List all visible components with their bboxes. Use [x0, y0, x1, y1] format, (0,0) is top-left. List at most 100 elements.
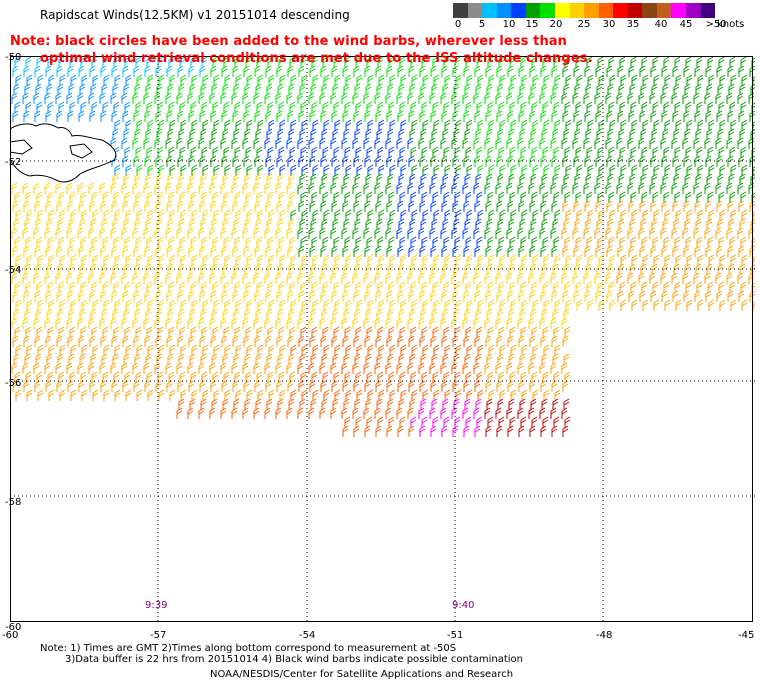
wind-barb [716, 155, 723, 167]
wind-barb [484, 92, 491, 104]
wind-barb [518, 200, 525, 212]
wind-barb [429, 407, 436, 419]
wind-barb [264, 92, 271, 104]
wind-barb [726, 137, 733, 149]
wind-barb [561, 182, 568, 194]
wind-barb [146, 326, 153, 338]
wind-barb [232, 380, 239, 392]
wind-barb [410, 191, 417, 203]
wind-barb [46, 353, 53, 365]
wind-barb [201, 191, 208, 203]
wind-barb [550, 407, 557, 419]
wind-barb [14, 281, 21, 293]
wind-barb [134, 173, 141, 185]
wind-barb [308, 137, 315, 149]
wind-barb [398, 263, 405, 275]
wind-barb [300, 101, 307, 113]
wind-barb [583, 182, 590, 194]
wind-barb [586, 281, 593, 293]
wind-barb [576, 254, 583, 266]
wind-barb [223, 191, 230, 203]
wind-barb [376, 263, 383, 275]
wind-barb [91, 236, 98, 248]
wind-barb [474, 335, 481, 347]
wind-barb [506, 182, 513, 194]
wind-barb [213, 119, 220, 131]
wind-barb [474, 245, 481, 257]
wind-barb [551, 200, 558, 212]
wind-barb [332, 83, 339, 95]
wind-barb [573, 65, 580, 77]
wind-barb [684, 263, 691, 275]
wind-barb [341, 92, 348, 104]
wind-barb [684, 128, 691, 140]
wind-barb [176, 182, 183, 194]
wind-barb [103, 344, 110, 356]
wind-barb [246, 254, 253, 266]
wind-barb [320, 200, 327, 212]
wind-barb [476, 281, 483, 293]
wind-barb [200, 308, 207, 320]
wind-barb [506, 407, 513, 419]
wind-barb [70, 344, 77, 356]
wind-barb [638, 92, 645, 104]
wind-barb [719, 254, 726, 266]
wind-barb [498, 191, 505, 203]
wind-barb [191, 389, 198, 401]
wind-barb [123, 173, 130, 185]
wind-barb [741, 299, 748, 311]
wind-barb [66, 272, 73, 284]
longitude-label: -48 [596, 630, 613, 641]
wind-barb [309, 200, 316, 212]
wind-barb [487, 56, 494, 68]
wind-barb [554, 209, 561, 221]
wind-barb [407, 272, 414, 284]
wind-barb [498, 281, 505, 293]
wind-barb [639, 200, 646, 212]
wind-barb [531, 56, 538, 68]
wind-barb [499, 74, 506, 86]
wind-barb [364, 200, 371, 212]
wind-barb [630, 146, 637, 158]
wind-barb [628, 110, 635, 122]
wind-barb [331, 380, 338, 392]
wind-barb [201, 146, 208, 158]
wind-barb [308, 227, 315, 239]
wind-barb [539, 362, 546, 374]
wind-barb [68, 263, 75, 275]
wind-barb [484, 137, 491, 149]
wind-barb [299, 128, 306, 140]
wind-barb [167, 308, 174, 320]
wind-barb [37, 254, 44, 266]
wind-barb [674, 191, 681, 203]
wind-barb [212, 281, 219, 293]
wind-barb [673, 218, 680, 230]
wind-barb [476, 101, 483, 113]
wind-barb [430, 335, 437, 347]
wind-barb [609, 299, 616, 311]
wind-barb [189, 353, 196, 365]
wind-barb [48, 389, 55, 401]
wind-barb [697, 299, 704, 311]
wind-barb [396, 362, 403, 374]
wind-barb [388, 281, 395, 293]
wind-barb [177, 200, 184, 212]
wind-barb [737, 272, 744, 284]
wind-barb [651, 173, 658, 185]
wind-barb [176, 92, 183, 104]
wind-barb [444, 389, 451, 401]
wind-barb [245, 56, 252, 68]
wind-barb [422, 119, 429, 131]
wind-barb [553, 371, 560, 383]
wind-barb [386, 110, 393, 122]
wind-barb [279, 254, 286, 266]
wind-barb [47, 326, 54, 338]
wind-barb [144, 155, 151, 167]
wind-barb [672, 155, 679, 167]
wind-barb [112, 308, 119, 320]
wind-barb [407, 182, 414, 194]
wind-barb [99, 317, 106, 329]
wind-barb [587, 209, 594, 221]
wind-barb [136, 164, 143, 176]
wind-barb [288, 353, 295, 365]
